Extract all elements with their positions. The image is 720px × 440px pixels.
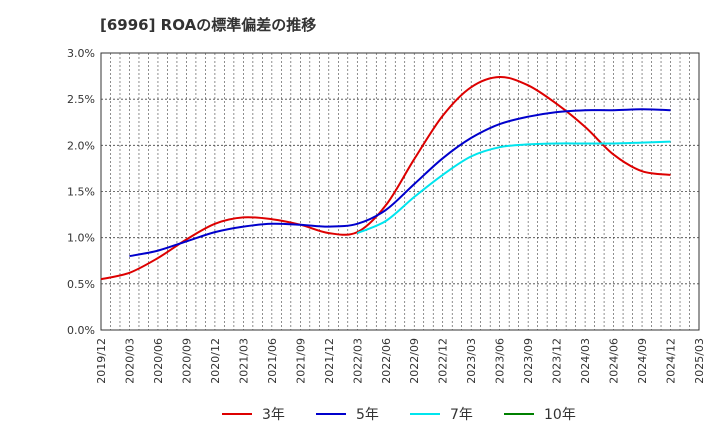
series-line	[129, 108, 671, 258]
legend-label: 3年	[262, 407, 285, 423]
chart-title: [6996] ROAの標準偏差の推移	[100, 16, 317, 34]
x-tick-label: 2022/06	[380, 338, 393, 384]
series-line	[356, 140, 671, 235]
x-tick-label: 2020/06	[152, 338, 165, 384]
x-tick-label: 2019/12	[95, 338, 108, 384]
x-tick-label: 2021/12	[323, 338, 336, 384]
x-axis-ticks: 2019/12 2020/03 2020/06 2020/09 2020/12 2021/…	[95, 338, 706, 384]
series-line	[100, 75, 671, 281]
legend-label: 10年	[544, 407, 576, 423]
x-tick-label: 2020/09	[180, 338, 193, 384]
x-tick-label: 2024/09	[636, 338, 649, 384]
y-axis-ticks: 0.0% 0.5% 1.0% 1.5% 2.0% 2.5% 3.0%	[67, 47, 95, 337]
x-tick-label: 2023/12	[551, 338, 564, 384]
y-tick-label: 2.5%	[67, 93, 95, 106]
x-tick-label: 2024/06	[608, 338, 621, 384]
y-tick-label: 2.0%	[67, 139, 95, 152]
x-tick-label: 2024/12	[665, 338, 678, 384]
x-tick-label: 2021/09	[294, 338, 307, 384]
x-tick-label: 2022/03	[351, 338, 364, 384]
x-tick-label: 2023/09	[522, 338, 535, 384]
y-tick-label: 1.5%	[67, 186, 95, 199]
x-tick-label: 2021/03	[237, 338, 250, 384]
x-tick-label: 2020/03	[123, 338, 136, 384]
x-tick-label: 2023/03	[465, 338, 478, 384]
x-tick-label: 2021/06	[266, 338, 279, 384]
x-tick-label: 2025/03	[693, 338, 706, 384]
series-lines	[100, 75, 671, 281]
legend: 3年 5年 7年 10年	[222, 407, 576, 423]
x-tick-label: 2023/06	[494, 338, 507, 384]
x-tick-label: 2022/09	[408, 338, 421, 384]
legend-label: 7年	[450, 407, 473, 423]
legend-label: 5年	[356, 407, 379, 423]
y-tick-label: 0.5%	[67, 278, 95, 291]
x-tick-label: 2020/12	[209, 338, 222, 384]
x-tick-label: 2024/03	[579, 338, 592, 384]
y-tick-label: 0.0%	[67, 324, 95, 337]
x-tick-label: 2022/12	[437, 338, 450, 384]
y-tick-label: 3.0%	[67, 47, 95, 60]
y-tick-label: 1.0%	[67, 232, 95, 245]
